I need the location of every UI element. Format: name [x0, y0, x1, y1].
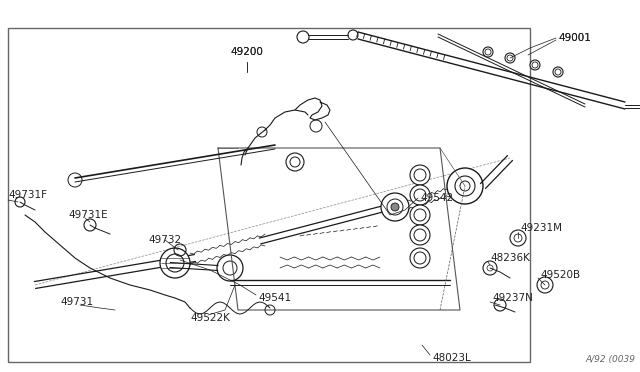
Text: 49200: 49200 — [230, 47, 264, 57]
Text: 49542: 49542 — [420, 193, 453, 203]
Circle shape — [483, 47, 493, 57]
Bar — [8, 28, 530, 362]
Circle shape — [160, 248, 190, 278]
Text: 49001: 49001 — [558, 33, 591, 43]
Circle shape — [217, 255, 243, 281]
Circle shape — [553, 67, 563, 77]
Circle shape — [410, 225, 430, 245]
Text: 49237N: 49237N — [492, 293, 533, 303]
Circle shape — [505, 53, 515, 63]
Circle shape — [381, 193, 409, 221]
Text: 49732: 49732 — [148, 235, 181, 245]
Circle shape — [447, 168, 483, 204]
Text: 49001: 49001 — [558, 33, 591, 43]
Circle shape — [510, 230, 526, 246]
Text: 49522K: 49522K — [190, 313, 230, 323]
Circle shape — [286, 153, 304, 171]
Circle shape — [483, 261, 497, 275]
Text: 48236K: 48236K — [490, 253, 530, 263]
Text: 49541: 49541 — [258, 293, 291, 303]
Circle shape — [391, 203, 399, 211]
Text: 49731F: 49731F — [8, 190, 47, 200]
Text: A/92 (0039: A/92 (0039 — [585, 355, 635, 364]
Text: 49731E: 49731E — [68, 210, 108, 220]
Circle shape — [530, 60, 540, 70]
Text: 48023L: 48023L — [432, 353, 471, 363]
Circle shape — [410, 248, 430, 268]
Text: 49520B: 49520B — [540, 270, 580, 280]
Circle shape — [410, 165, 430, 185]
Circle shape — [410, 205, 430, 225]
Text: 49231M: 49231M — [520, 223, 562, 233]
Circle shape — [537, 277, 553, 293]
Circle shape — [410, 185, 430, 205]
Text: 49200: 49200 — [230, 47, 264, 57]
Text: 49731: 49731 — [60, 297, 93, 307]
